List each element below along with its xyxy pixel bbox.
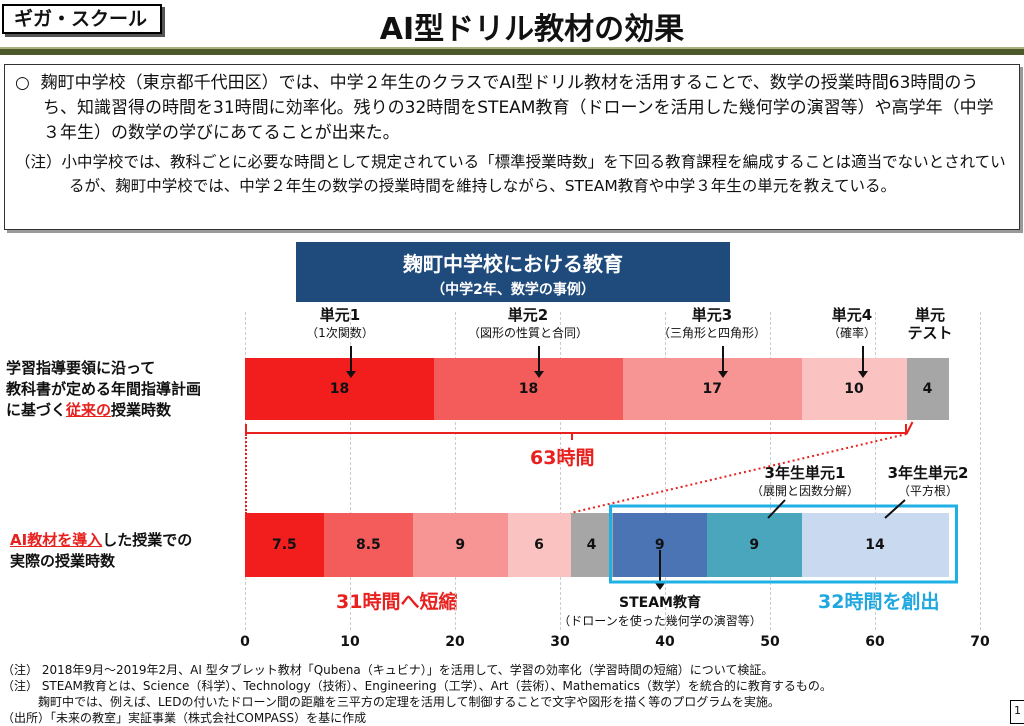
- footnote: （注） 2018年9月～2019年2月、AI 型タブレット教材「Qubena（キ…: [2, 663, 774, 677]
- grade3-annotation: 3年生単元2 （平方根）: [888, 464, 969, 499]
- chart-header: 麹町中学校における教育 （中学2年、数学の事例）: [296, 242, 730, 302]
- x-tick-label: 0: [240, 634, 250, 650]
- x-tick-label: 30: [550, 634, 570, 650]
- arrow-icon: [858, 346, 868, 378]
- arrow-icon: [534, 346, 544, 378]
- unit-annotation: 単元 テスト: [907, 306, 952, 342]
- unit-topic: （1次関数）: [306, 326, 374, 340]
- unit-name: 3年生単元2: [887, 464, 969, 482]
- steam-annotation: STEAM教育 （ドローンを使った幾何学の演習等）: [558, 594, 761, 629]
- total-bracket: [245, 424, 907, 434]
- shortened-label: 31時間へ短縮: [336, 591, 458, 613]
- footnotes: （注） 2018年9月～2019年2月、AI 型タブレット教材「Qubena（キ…: [2, 662, 832, 726]
- bar-segment: 18: [245, 358, 434, 420]
- x-tick-label: 40: [655, 634, 675, 650]
- x-tick-label: 50: [760, 634, 780, 650]
- unit-topic: （確率）: [827, 326, 877, 340]
- bar-segment: 4: [570, 513, 613, 577]
- gridline: [980, 312, 981, 630]
- unit-annotation: 単元1 （1次関数）: [306, 306, 374, 341]
- x-tick-label: 70: [970, 634, 990, 650]
- footnote: （出所）「未来の教室」実証事業（株式会社COMPASS）を基に作成: [2, 711, 367, 725]
- gridline: [560, 312, 561, 630]
- chart-subtitle: （中学2年、数学の事例）: [431, 282, 595, 298]
- bar-segment: 17: [623, 358, 802, 420]
- summary-text: ○ 麹町中学校（東京都千代田区）では、中学２年生のクラスでAI型ドリル教材を活用…: [15, 71, 1009, 146]
- summary-box: ○ 麹町中学校（東京都千代田区）では、中学２年生のクラスでAI型ドリル教材を活用…: [4, 64, 1020, 230]
- unit-topic: （三角形と四角形）: [657, 326, 767, 340]
- unit-name: 3年生単元1: [764, 464, 846, 482]
- dotted-line: [245, 434, 247, 514]
- title-divider: [0, 47, 1024, 55]
- bar-segment: 18: [434, 358, 623, 420]
- unit-annotation: 単元3 （三角形と四角形）: [658, 306, 766, 341]
- bar-segment: 9: [707, 513, 802, 577]
- section-tag: ギガ・スクール: [2, 4, 162, 34]
- bar-segment: 6: [507, 513, 571, 577]
- gridline: [455, 312, 456, 630]
- x-tick-label: 10: [340, 634, 360, 650]
- bar-segment: 8.5: [323, 513, 413, 577]
- unit-topic: （展開と因数分解）: [750, 484, 860, 498]
- bullet-icon: ○: [15, 73, 30, 93]
- arrow-icon: [346, 346, 356, 378]
- unit-name: 単元2: [507, 306, 549, 324]
- bar-segment: 4: [906, 358, 949, 420]
- row-label-conventional: 学習指導要領に沿って 教科書が定める年間指導計画 に基づく従来の授業時数: [6, 359, 202, 419]
- unit-name: 単元3: [691, 306, 733, 324]
- x-tick-label: 20: [445, 634, 465, 650]
- bar-segment: 9: [413, 513, 508, 577]
- summary-note: （注）小中学校では、教科ごとに必要な時間として規定されている「標準授業時数」を下…: [15, 153, 1006, 195]
- bar-segment: 14: [801, 513, 949, 577]
- created-label: 32時間を創出: [818, 591, 940, 613]
- unit-name: 単元1: [319, 306, 361, 324]
- chart-title: 麹町中学校における教育: [403, 252, 623, 276]
- unit-annotation: 単元2 （図形の性質と合同）: [468, 306, 588, 341]
- footnote: （注） STEAM教育とは、Science（科学）、Technology（技術）…: [2, 679, 832, 693]
- unit-annotation: 単元4 （確率）: [828, 306, 876, 341]
- row-label-ai: AI教材を導入した授業での 実際の授業時数: [10, 531, 193, 570]
- page-number: 1: [1010, 700, 1024, 724]
- x-tick-label: 60: [865, 634, 885, 650]
- gridline: [350, 312, 351, 630]
- total-hours-label: 63時間: [530, 447, 595, 469]
- bar-segment: 7.5: [245, 513, 324, 577]
- footnote: 麹町中では、例えば、LEDの付いたドローン間の距離を三平方の定理を活用して制御す…: [2, 695, 780, 709]
- unit-topic: （平方根）: [897, 484, 958, 498]
- bracket-tick: [570, 432, 573, 440]
- bar-segment: 10: [801, 358, 907, 420]
- grade3-annotation: 3年生単元1 （展開と因数分解）: [751, 464, 859, 499]
- steam-title: STEAM教育: [619, 595, 701, 611]
- unit-topic: （図形の性質と合同）: [467, 326, 589, 340]
- arrow-icon: [655, 550, 665, 590]
- unit-name: 単元 テスト: [907, 306, 953, 342]
- page-title: AI型ドリル教材の効果: [379, 12, 685, 47]
- summary-body: 麹町中学校（東京都千代田区）では、中学２年生のクラスでAI型ドリル教材を活用する…: [40, 73, 994, 143]
- unit-name: 単元4: [831, 306, 873, 324]
- arrow-icon: [718, 346, 728, 378]
- steam-desc: （ドローンを使った幾何学の演習等）: [558, 614, 762, 628]
